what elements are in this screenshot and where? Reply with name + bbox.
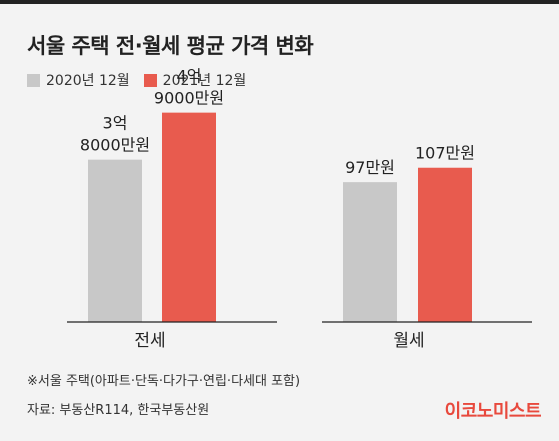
footnote: ※서울 주택(아파트·단독·다가구·연립·다세대 포함) xyxy=(27,374,301,389)
bar-jeonse-2021 xyxy=(162,112,216,323)
chart-title: 서울 주택 전·월세 평균 가격 변화 xyxy=(27,34,314,58)
legend-label-2020: 2020년 12월 xyxy=(46,73,130,89)
bar-wolse-2021 xyxy=(418,167,472,322)
legend-item-2021: 2021년 12월 xyxy=(143,70,247,90)
data-label-jeonse-2020: 3억 8000만원 xyxy=(80,114,150,155)
category-label-wolse: 월세 xyxy=(393,331,424,351)
source-note: 자료: 부동산R114, 한국부동산원 xyxy=(27,403,210,418)
data-label-wolse-2021: 107만원 xyxy=(415,144,475,163)
legend-label-2021: 2021년 12월 xyxy=(162,73,247,89)
bar-wolse-2020 xyxy=(343,182,397,322)
legend-swatch-2020 xyxy=(27,73,40,87)
legend-item-2020: 2020년 12월 xyxy=(27,70,130,90)
top-rule xyxy=(0,0,559,4)
data-label-wolse-2020: 97만원 xyxy=(345,158,395,177)
data-label-jeonse-2021: 4억 9000만원 xyxy=(154,67,224,108)
legend-swatch-2021 xyxy=(143,73,157,87)
notes: ※서울 주택(아파트·단독·다가구·연립·다세대 포함) 자료: 부동산R114… xyxy=(27,370,300,428)
legend: 2020년 12월 2021년 12월 xyxy=(27,70,260,90)
category-label-jeonse: 전세 xyxy=(134,331,165,351)
brand-logo-text: 이코노미스트 xyxy=(444,401,542,422)
bar-jeonse-2020 xyxy=(88,159,142,322)
